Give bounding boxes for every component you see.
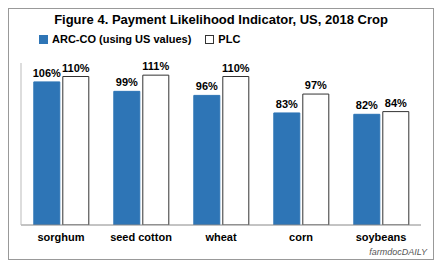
- svg-text:110%: 110%: [62, 62, 90, 74]
- svg-text:106%: 106%: [33, 67, 61, 79]
- html-text:ARC-CO (using US values): ARC-CO (using US values): [52, 33, 192, 45]
- svg-text:111%: 111%: [142, 60, 169, 72]
- svg-text:84%: 84%: [385, 97, 407, 109]
- svg-text:corn: corn: [289, 231, 313, 243]
- html-text:farmdocDAILY: farmdocDAILY: [369, 247, 427, 257]
- svg-text:seed cotton: seed cotton: [110, 231, 172, 243]
- svg-text:82%: 82%: [356, 99, 378, 111]
- svg-text:wheat: wheat: [204, 231, 237, 243]
- svg-text:sorghum: sorghum: [37, 231, 84, 243]
- svg-text:110%: 110%: [222, 62, 250, 74]
- svg-text:96%: 96%: [196, 80, 218, 92]
- svg-text:83%: 83%: [276, 98, 298, 110]
- html-text:PLC: PLC: [218, 33, 241, 45]
- html-text:Figure 4. Payment Likelihood I: Figure 4. Payment Likelihood Indicator, …: [54, 12, 388, 27]
- svg-text:soybeans: soybeans: [356, 231, 407, 243]
- svg-text:99%: 99%: [116, 76, 138, 88]
- svg-text:97%: 97%: [305, 79, 327, 91]
